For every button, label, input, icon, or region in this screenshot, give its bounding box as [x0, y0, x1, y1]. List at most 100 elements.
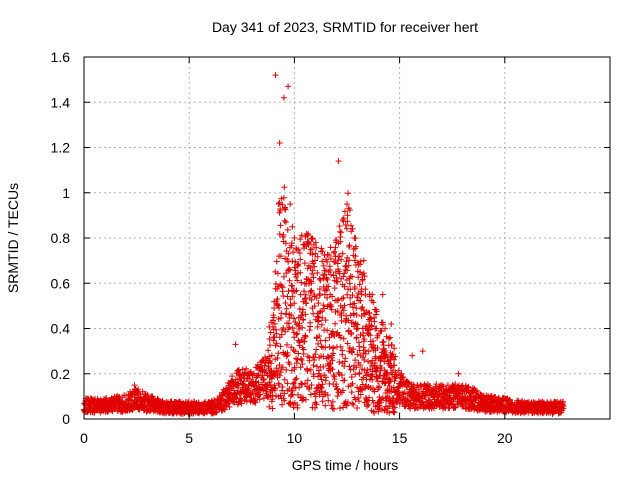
- data-point: [368, 323, 375, 330]
- data-point: [335, 158, 342, 165]
- data-point: [232, 376, 239, 383]
- data-point: [348, 389, 355, 396]
- data-point: [304, 232, 311, 239]
- data-point: [289, 258, 296, 265]
- data-point: [354, 351, 361, 358]
- data-point: [264, 394, 271, 401]
- data-point: [359, 304, 366, 311]
- data-point: [371, 409, 378, 416]
- data-point: [366, 394, 373, 401]
- data-point: [269, 317, 276, 324]
- data-point: [379, 339, 386, 346]
- y-tick-label: 0.6: [51, 275, 71, 291]
- data-point: [560, 403, 567, 410]
- data-point: [299, 306, 306, 313]
- data-point: [352, 243, 359, 250]
- data-point: [300, 241, 307, 248]
- data-point: [257, 391, 264, 398]
- data-point: [288, 240, 295, 247]
- data-point: [299, 381, 306, 388]
- data-point: [308, 381, 315, 388]
- data-point: [304, 377, 311, 384]
- data-point: [353, 364, 360, 371]
- data-point: [364, 366, 371, 373]
- data-point: [340, 307, 347, 314]
- data-point: [303, 300, 310, 307]
- data-point: [307, 391, 314, 398]
- data-point: [301, 288, 308, 295]
- data-point: [275, 200, 282, 207]
- data-point: [373, 325, 380, 332]
- data-point: [318, 376, 325, 383]
- data-point: [372, 311, 379, 318]
- data-point: [344, 190, 351, 197]
- data-point: [309, 235, 316, 242]
- data-point: [340, 294, 347, 301]
- data-point: [283, 256, 290, 263]
- data-point: [345, 262, 352, 269]
- data-point: [341, 363, 348, 370]
- data-point: [308, 246, 315, 253]
- data-point: [382, 325, 389, 332]
- data-point: [131, 382, 138, 389]
- data-point: [359, 381, 366, 388]
- data-point: [362, 286, 369, 293]
- data-point: [301, 338, 308, 345]
- data-point: [128, 397, 135, 404]
- data-point: [302, 333, 309, 340]
- data-point: [357, 261, 364, 268]
- data-point: [349, 273, 356, 280]
- data-point: [266, 353, 273, 360]
- data-point: [297, 291, 304, 298]
- data-point: [326, 334, 333, 341]
- data-point: [315, 300, 322, 307]
- data-point: [229, 378, 236, 385]
- data-point: [327, 271, 334, 278]
- data-point: [292, 384, 299, 391]
- data-point: [325, 354, 332, 361]
- data-point: [282, 206, 289, 213]
- data-point: [332, 259, 339, 266]
- data-point: [354, 294, 361, 301]
- data-point: [391, 404, 398, 411]
- data-point: [285, 288, 292, 295]
- data-point: [276, 372, 283, 379]
- data-point: [291, 364, 298, 371]
- data-point: [333, 274, 340, 281]
- data-point: [289, 223, 296, 230]
- data-point: [353, 305, 360, 312]
- data-point: [365, 348, 372, 355]
- data-point: [362, 347, 369, 354]
- data-point: [276, 304, 283, 311]
- data-point: [320, 262, 327, 269]
- data-point: [320, 302, 327, 309]
- data-point: [271, 320, 278, 327]
- data-point: [360, 270, 367, 277]
- data-point: [398, 370, 405, 377]
- data-point: [326, 360, 333, 367]
- data-point: [268, 368, 275, 375]
- data-point: [297, 256, 304, 263]
- data-point: [280, 94, 287, 101]
- data-point: [263, 368, 270, 375]
- data-point: [299, 397, 306, 404]
- chart-title: Day 341 of 2023, SRMTID for receiver her…: [212, 19, 478, 35]
- data-point: [317, 373, 324, 380]
- data-point: [300, 316, 307, 323]
- data-point: [283, 305, 290, 312]
- data-point: [294, 404, 301, 411]
- data-point: [295, 246, 302, 253]
- data-point: [311, 357, 318, 364]
- data-point: [291, 348, 298, 355]
- data-point: [290, 315, 297, 322]
- data-point: [322, 317, 329, 324]
- data-point: [309, 251, 316, 258]
- data-point: [308, 278, 315, 285]
- data-point: [316, 286, 323, 293]
- data-point: [282, 219, 289, 226]
- data-point: [292, 318, 299, 325]
- data-point: [253, 382, 260, 389]
- data-point: [374, 365, 381, 372]
- data-point: [320, 363, 327, 370]
- data-point: [313, 244, 320, 251]
